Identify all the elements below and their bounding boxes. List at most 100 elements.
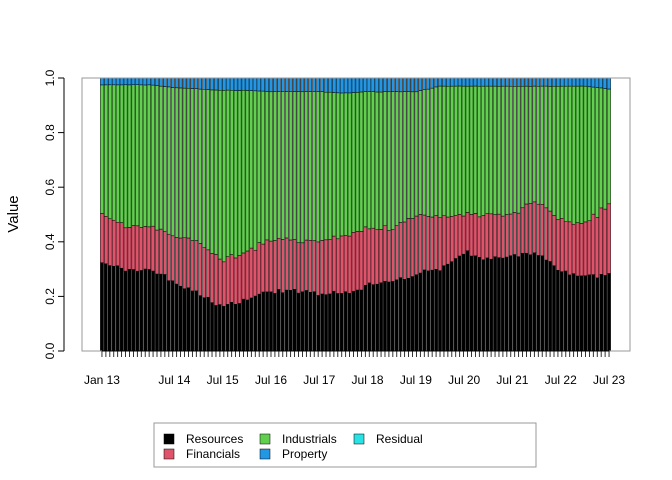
bar-stack bbox=[528, 77, 533, 352]
bar-segment-property bbox=[257, 77, 262, 92]
y-axis-title: Value bbox=[5, 195, 22, 232]
bar-segment-resources bbox=[104, 263, 108, 352]
bar-segment-financials bbox=[532, 201, 537, 254]
bar-segment-resources bbox=[410, 276, 415, 352]
bar-stack bbox=[206, 77, 210, 352]
bar-segment-financials bbox=[257, 242, 262, 295]
bar-segment-financials bbox=[328, 239, 332, 295]
bar-segment-property bbox=[477, 77, 482, 87]
bar-segment-property bbox=[194, 77, 199, 89]
bar-segment-property bbox=[512, 77, 517, 87]
bar-segment-industrials bbox=[202, 89, 206, 248]
bar-segment-industrials bbox=[115, 84, 120, 223]
bar-segment-property bbox=[375, 77, 379, 93]
bar-segment-industrials bbox=[335, 92, 340, 240]
bar-segment-financials bbox=[249, 247, 254, 299]
bar-segment-property bbox=[489, 77, 493, 87]
bar-segment-resources bbox=[457, 255, 462, 352]
bar-segment-resources bbox=[544, 259, 548, 352]
bar-segment-industrials bbox=[461, 85, 466, 217]
bar-segment-industrials bbox=[371, 91, 376, 229]
bar-segment-resources bbox=[481, 259, 486, 352]
legend-label: Resources bbox=[186, 432, 243, 446]
bar-segment-property bbox=[225, 77, 230, 91]
bar-stack bbox=[170, 77, 175, 352]
bar-segment-property bbox=[170, 77, 175, 88]
bar-segment-financials bbox=[320, 240, 324, 295]
bar-segment-industrials bbox=[595, 87, 600, 218]
bar-segment-resources bbox=[591, 274, 596, 352]
bar-segment-financials bbox=[603, 208, 607, 276]
bar-segment-industrials bbox=[355, 92, 360, 232]
bar-segment-resources bbox=[273, 293, 277, 352]
bar-segment-property bbox=[579, 77, 584, 87]
legend-swatch bbox=[353, 433, 365, 445]
bar-segment-property bbox=[520, 77, 525, 87]
bar-segment-property bbox=[166, 77, 171, 88]
bar-segment-financials bbox=[453, 215, 458, 259]
bar-segment-property bbox=[332, 77, 336, 93]
bar-segment-property bbox=[324, 77, 328, 93]
bar-segment-financials bbox=[583, 221, 588, 276]
bar-segment-resources bbox=[265, 291, 269, 352]
bar-segment-industrials bbox=[532, 85, 537, 203]
bar-segment-industrials bbox=[257, 90, 262, 243]
bar-segment-financials bbox=[186, 237, 191, 289]
bar-segment-industrials bbox=[359, 91, 364, 232]
legend-item-industrials: Industrials bbox=[259, 432, 337, 446]
y-tick-label: 1.0 bbox=[43, 69, 57, 86]
bar-segment-financials bbox=[363, 226, 368, 286]
bar-segment-resources bbox=[300, 291, 305, 352]
bar-segment-financials bbox=[198, 243, 203, 296]
bar-stack bbox=[607, 77, 611, 352]
bar-segment-industrials bbox=[394, 91, 399, 226]
bar-segment-property bbox=[379, 77, 383, 93]
bar-segment-financials bbox=[560, 218, 564, 272]
bar-segment-financials bbox=[501, 215, 505, 259]
bar-segment-financials bbox=[284, 237, 289, 291]
bar-segment-property bbox=[108, 77, 112, 86]
bar-segment-financials bbox=[139, 227, 144, 271]
bar-segment-financials bbox=[108, 218, 112, 266]
bar-segment-resources bbox=[202, 297, 206, 352]
bar-stack bbox=[214, 77, 218, 352]
bar-segment-property bbox=[178, 77, 183, 89]
bar-segment-resources bbox=[119, 267, 124, 352]
bar-segment-industrials bbox=[406, 91, 411, 219]
bar-segment-industrials bbox=[225, 89, 230, 257]
bar-segment-property bbox=[249, 77, 254, 91]
x-tick-label: Jul 14 bbox=[158, 373, 190, 387]
bar-segment-property bbox=[469, 77, 474, 87]
bar-segment-industrials bbox=[438, 85, 442, 218]
bar-segment-property bbox=[473, 77, 478, 87]
bar-segment-industrials bbox=[123, 84, 128, 229]
bar-segment-industrials bbox=[347, 92, 352, 237]
bar-segment-industrials bbox=[512, 86, 517, 213]
bar-segment-industrials bbox=[265, 91, 269, 241]
bar-segment-industrials bbox=[430, 87, 434, 218]
bar-segment-property bbox=[222, 77, 226, 91]
bar-stack bbox=[174, 77, 179, 352]
bar-segment-financials bbox=[544, 207, 548, 261]
bar-stack bbox=[375, 77, 379, 352]
bar-segment-property bbox=[402, 77, 407, 92]
bar-segment-resources bbox=[422, 269, 427, 352]
bar-stack bbox=[430, 77, 434, 352]
bar-segment-resources bbox=[548, 261, 552, 352]
bar-segment-financials bbox=[261, 243, 265, 293]
bar-segment-financials bbox=[241, 252, 246, 300]
bar-segment-financials bbox=[379, 229, 383, 284]
bar-segment-financials bbox=[123, 227, 128, 272]
bar-stack bbox=[591, 77, 596, 352]
x-tick-label: Jul 19 bbox=[400, 373, 432, 387]
bar-segment-industrials bbox=[563, 85, 568, 222]
bar-stack bbox=[465, 77, 470, 352]
bar-segment-resources bbox=[461, 253, 466, 352]
bar-segment-industrials bbox=[442, 85, 446, 216]
bar-stack bbox=[277, 77, 281, 352]
bar-segment-property bbox=[453, 77, 458, 87]
bar-segment-industrials bbox=[351, 92, 356, 233]
bar-segment-resources bbox=[560, 271, 564, 352]
bar-segment-financials bbox=[111, 219, 116, 267]
